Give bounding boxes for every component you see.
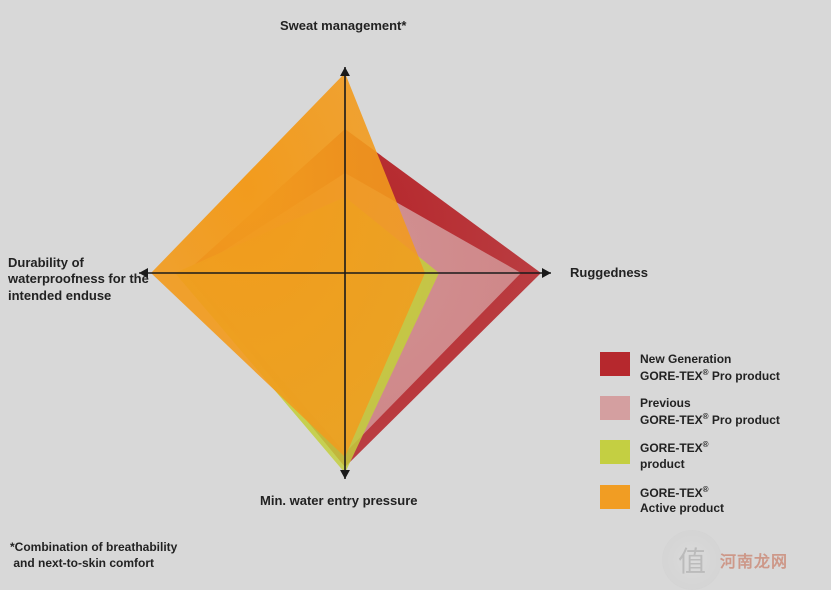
footnote: *Combination of breathability and next-t… [10, 540, 177, 571]
legend-label: GORE-TEX®product [640, 440, 709, 472]
axis-label-top: Sweat management* [280, 18, 480, 34]
legend-item-1: PreviousGORE-TEX® Pro product [600, 396, 780, 428]
legend: New GenerationGORE-TEX® Pro product Previ… [600, 352, 780, 529]
axis-label-bottom: Min. water entry pressure [260, 493, 500, 509]
legend-swatch [600, 396, 630, 420]
legend-item-2: GORE-TEX®product [600, 440, 780, 472]
legend-label: New GenerationGORE-TEX® Pro product [640, 352, 780, 384]
watermark-badge: 值 [662, 530, 722, 590]
legend-swatch [600, 440, 630, 464]
legend-swatch [600, 485, 630, 509]
axis-label-right: Ruggedness [570, 265, 710, 281]
legend-label: PreviousGORE-TEX® Pro product [640, 396, 780, 428]
legend-swatch [600, 352, 630, 376]
axis-arrow [542, 268, 551, 278]
axis-label-left: Durability of waterproofness for the int… [8, 255, 153, 304]
legend-item-0: New GenerationGORE-TEX® Pro product [600, 352, 780, 384]
legend-label: GORE-TEX®Active product [640, 485, 724, 517]
watermark-text: 河南龙网 [720, 548, 788, 572]
axis-arrow [340, 67, 350, 76]
axis-arrow [340, 470, 350, 479]
legend-item-3: GORE-TEX®Active product [600, 485, 780, 517]
